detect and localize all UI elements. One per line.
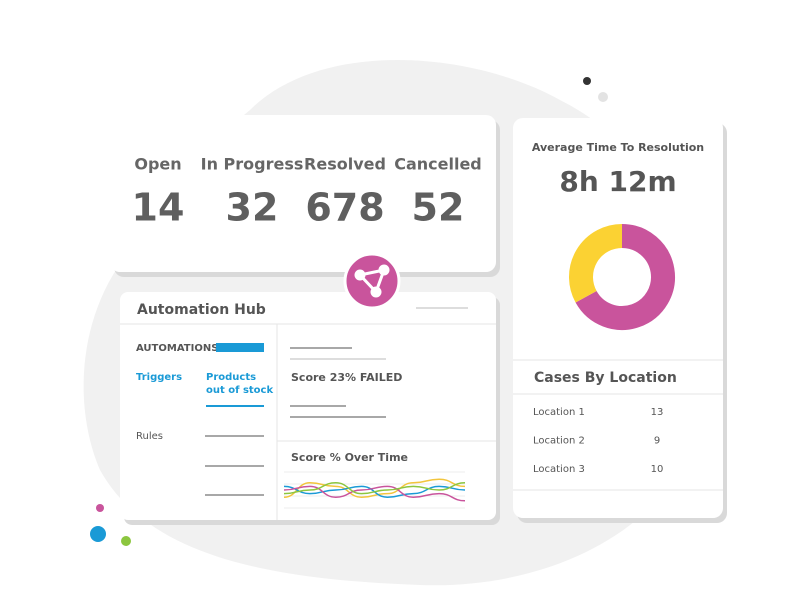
stat-label: Resolved <box>304 155 386 174</box>
donut-segment <box>569 224 623 303</box>
location-count: 10 <box>651 464 664 475</box>
hub-title: Automation Hub <box>137 302 266 318</box>
stat-label: Cancelled <box>394 155 482 174</box>
rules-label: Rules <box>136 431 163 442</box>
stat-value: 52 <box>412 186 465 230</box>
donut-chart <box>569 224 675 330</box>
location-count: 9 <box>654 436 660 447</box>
connector-glyph <box>354 264 390 298</box>
resolution-value: 8h 12m <box>559 165 676 198</box>
location-name: Location 1 <box>533 407 585 418</box>
dot <box>583 77 591 85</box>
cases-table: Location 1 13 Location 2 9 Location 3 10 <box>533 407 663 475</box>
stat-value: 14 <box>132 186 185 230</box>
score-line <box>283 482 466 495</box>
connector-icon[interactable] <box>343 252 401 310</box>
dot <box>96 504 104 512</box>
location-name: Location 2 <box>533 436 585 447</box>
score-line <box>283 485 466 502</box>
dot <box>90 526 106 542</box>
score-chart <box>283 471 466 509</box>
stats-card <box>110 115 496 272</box>
triggers-tab[interactable]: Triggers <box>136 372 182 383</box>
score-line <box>283 478 466 498</box>
cases-title: Cases By Location <box>534 370 677 386</box>
stats: Open 14 In Progress 32 Resolved 678 Cancelled 5… <box>132 155 482 230</box>
stat-label: In Progress <box>201 155 304 174</box>
donut-segment <box>575 224 675 330</box>
automations-label: AUTOMATIONS <box>136 343 218 354</box>
score-status: Score 23% FAILED <box>291 371 402 384</box>
resolution-title: Average Time To Resolution <box>532 141 704 154</box>
dot <box>121 536 131 546</box>
dot <box>598 92 608 102</box>
stat-value: 678 <box>305 186 384 230</box>
stat-value: 32 <box>226 186 279 230</box>
products-tab[interactable]: Products <box>206 372 256 383</box>
stat-label: Open <box>134 155 181 174</box>
location-name: Location 3 <box>533 464 585 475</box>
location-count: 13 <box>651 407 664 418</box>
products-tab[interactable]: out of stock <box>206 385 273 396</box>
score-chart-title: Score % Over Time <box>291 451 408 464</box>
automations-bar <box>216 343 264 352</box>
